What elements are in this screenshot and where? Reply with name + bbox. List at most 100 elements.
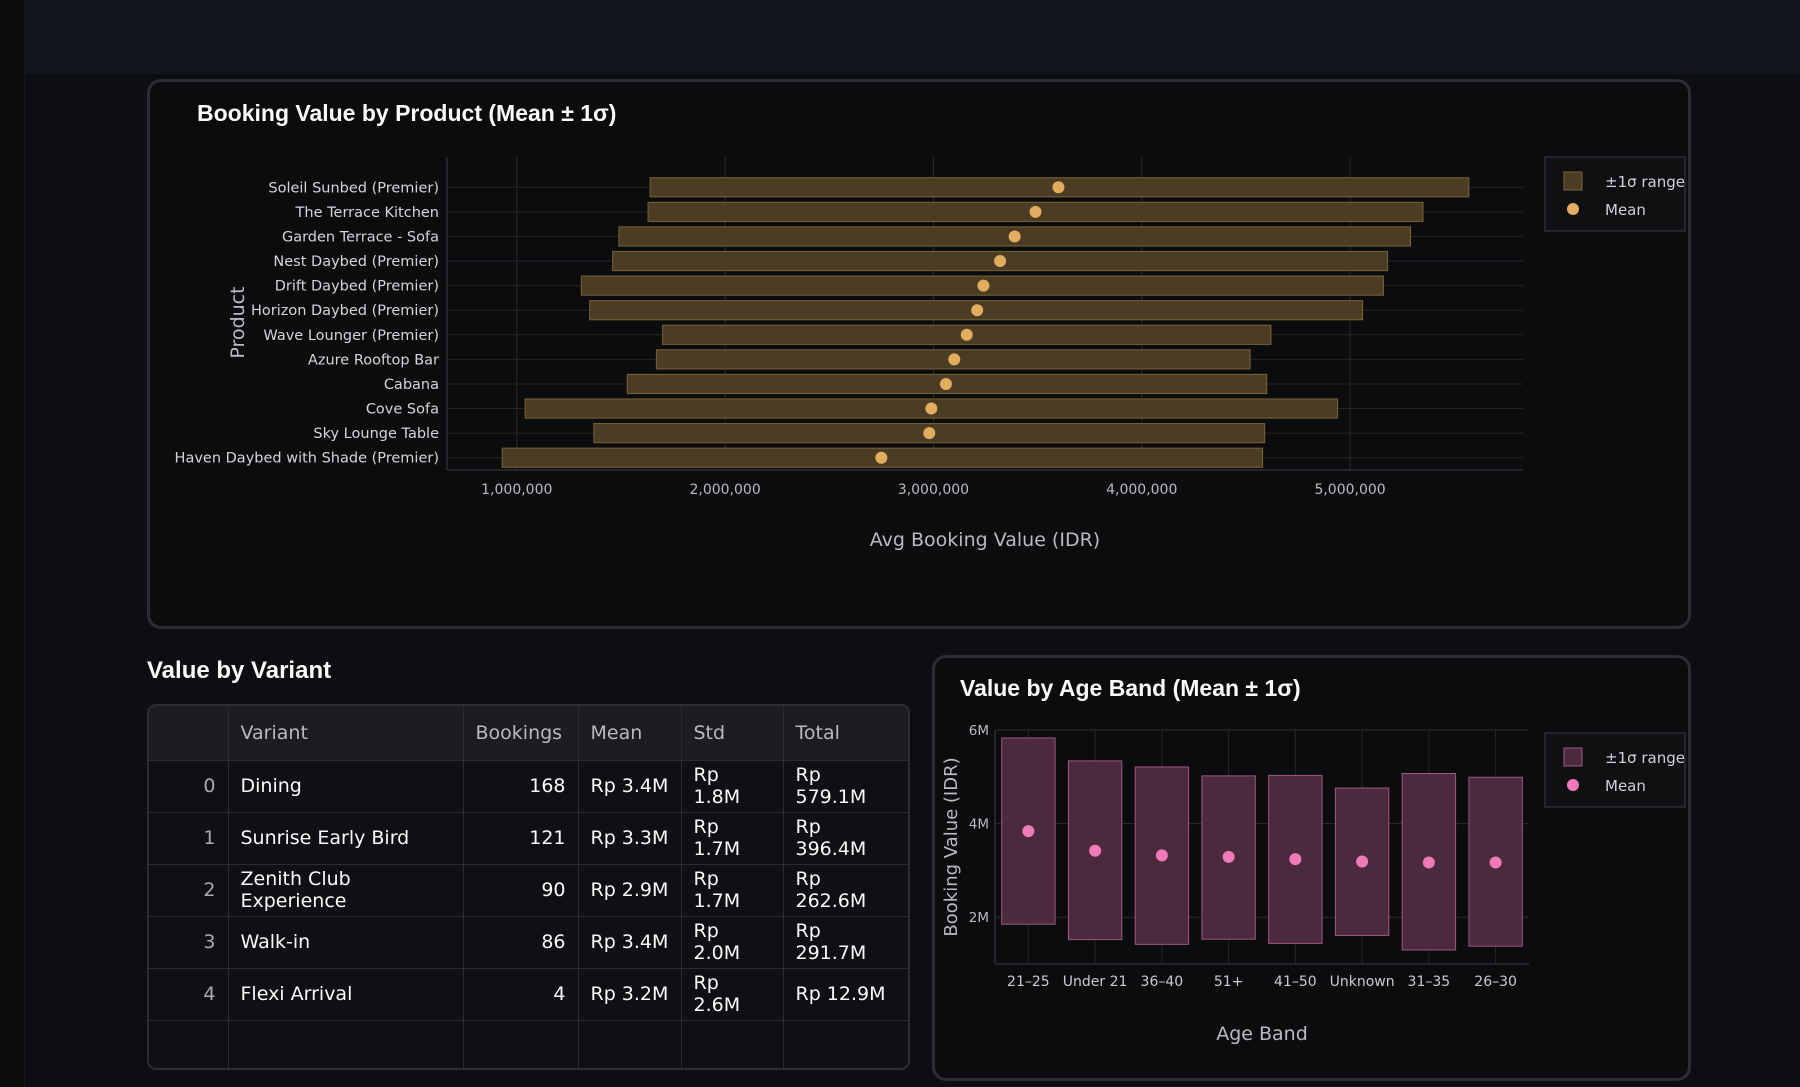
- mean-point: [948, 353, 961, 366]
- mean-point: [1089, 844, 1102, 857]
- legend-range-swatch: [1563, 171, 1583, 191]
- total-cell: Rp 579.1M: [783, 760, 908, 813]
- variant-table[interactable]: Variant Bookings Mean Std Total 0 Dining…: [147, 704, 910, 1070]
- column-header-mean[interactable]: Mean: [578, 706, 682, 761]
- variant-table-heading: Value by Variant: [147, 657, 332, 684]
- age-range-bars: [1001, 737, 1523, 951]
- bookings-cell: 90: [463, 864, 579, 917]
- legend-range-label: ±1σ range: [1605, 749, 1685, 767]
- bookings-cell: 168: [463, 760, 579, 813]
- x-axis-title: Age Band: [1216, 1023, 1308, 1045]
- legend-mean-swatch: [1567, 779, 1579, 791]
- x-tick-label: 31–35: [1408, 974, 1451, 990]
- product-chart-panel: Booking Value by Product (Mean ± 1σ) 1,0…: [147, 79, 1691, 629]
- bookings-cell: 86: [463, 916, 579, 969]
- y-tick-label: Cabana: [384, 377, 439, 393]
- mean-point: [875, 451, 888, 464]
- sidebar-strip: [0, 0, 25, 1087]
- y-axis-title: Product: [227, 286, 249, 358]
- mean-point: [977, 279, 990, 292]
- y-axis-title: Booking Value (IDR): [941, 757, 962, 936]
- std-cell: Rp 2.0M: [681, 916, 784, 969]
- age-axes: 2M 4M 6M 21–25 Under 21 36–40 51+ 41–50 Unknown 3…: [941, 723, 1529, 1045]
- x-tick-label: Under 21: [1063, 974, 1128, 990]
- total-cell: Rp 396.4M: [783, 812, 908, 865]
- row-index: 4: [149, 968, 229, 1021]
- legend-range-label: ±1σ range: [1605, 173, 1685, 191]
- row-index: 2: [149, 864, 229, 917]
- legend-mean-label: Mean: [1605, 201, 1646, 219]
- x-tick-label: Unknown: [1330, 974, 1395, 990]
- table-row[interactable]: 0 Dining 168 Rp 3.4M Rp 1.8M Rp 579.1M: [149, 760, 908, 813]
- x-tick-label: 51+: [1214, 974, 1244, 990]
- y-tick-label: 2M: [969, 910, 989, 926]
- y-tick-label: 6M: [969, 723, 989, 739]
- x-tick-label: 21–25: [1007, 974, 1050, 990]
- mean-point: [960, 328, 973, 341]
- product-chart-title: Booking Value by Product (Mean ± 1σ): [197, 100, 617, 126]
- y-tick-label: Nest Daybed (Premier): [273, 254, 439, 270]
- table-header-row: Variant Bookings Mean Std Total: [149, 706, 908, 761]
- std-cell: Rp 1.7M: [681, 812, 784, 865]
- column-header-bookings[interactable]: Bookings: [463, 706, 579, 761]
- mean-point: [923, 427, 936, 440]
- variant-cell: Sunrise Early Bird: [228, 812, 464, 865]
- total-cell: Rp 262.6M: [783, 864, 908, 917]
- x-tick-label: 5,000,000: [1314, 482, 1385, 498]
- std-cell: Rp 1.7M: [681, 864, 784, 917]
- mean-point: [939, 377, 952, 390]
- range-bar: [1401, 773, 1457, 951]
- variant-cell: Dining: [228, 760, 464, 813]
- table-row[interactable]: 3 Walk-in 86 Rp 3.4M Rp 2.0M Rp 291.7M: [149, 916, 908, 969]
- table-row[interactable]: 2 Zenith Club Experience 90 Rp 2.9M Rp 1…: [149, 864, 908, 917]
- y-tick-label: Wave Lounger (Premier): [263, 328, 439, 344]
- mean-cell: Rp 3.4M: [578, 916, 682, 969]
- column-header-total[interactable]: Total: [783, 706, 908, 761]
- y-tick-label: Drift Daybed (Premier): [275, 279, 439, 295]
- y-tick-label: 4M: [969, 817, 989, 833]
- mean-cell: Rp 2.9M: [578, 864, 682, 917]
- mean-point: [994, 255, 1007, 268]
- variant-cell: Flexi Arrival: [228, 968, 464, 1021]
- variant-cell: Zenith Club Experience: [228, 864, 464, 917]
- mean-point: [971, 304, 984, 317]
- row-index: 1: [149, 812, 229, 865]
- y-tick-label: Azure Rooftop Bar: [308, 352, 439, 368]
- mean-point: [1008, 230, 1021, 243]
- std-cell: Rp 1.8M: [681, 760, 784, 813]
- x-tick-label: 1,000,000: [481, 482, 552, 498]
- column-header-index[interactable]: [149, 706, 229, 761]
- product-axes: 1,000,000 2,000,000 3,000,000 4,000,000 5,00…: [175, 157, 1523, 551]
- mean-cell: Rp 3.2M: [578, 968, 682, 1021]
- y-tick-label: Sky Lounge Table: [313, 426, 439, 442]
- mean-cell: Rp 3.4M: [578, 760, 682, 813]
- column-header-std[interactable]: Std: [681, 706, 784, 761]
- mean-point: [1489, 856, 1502, 869]
- x-tick-label: 41–50: [1274, 974, 1317, 990]
- row-index: 0: [149, 760, 229, 813]
- y-tick-label: Cove Sofa: [366, 402, 439, 418]
- age-mean-points: [1022, 825, 1502, 869]
- product-mean-points: [875, 181, 1065, 464]
- mean-point: [1029, 205, 1042, 218]
- product-legend[interactable]: ±1σ range Mean: [1544, 156, 1686, 232]
- total-cell: Rp 291.7M: [783, 916, 908, 969]
- mean-point: [1155, 849, 1168, 862]
- mean-point: [1222, 850, 1235, 863]
- y-tick-label: Haven Daybed with Shade (Premier): [175, 451, 439, 467]
- table-row[interactable]: 1 Sunrise Early Bird 121 Rp 3.3M Rp 1.7M…: [149, 812, 908, 865]
- column-header-variant[interactable]: Variant: [228, 706, 464, 761]
- x-axis-title: Avg Booking Value (IDR): [870, 529, 1100, 551]
- x-tick-label: 2,000,000: [689, 482, 760, 498]
- legend-mean-label: Mean: [1605, 777, 1646, 795]
- table-row[interactable]: 4 Flexi Arrival 4 Rp 3.2M Rp 2.6M Rp 12.…: [149, 968, 908, 1021]
- mean-point: [1422, 856, 1435, 869]
- table-row-empty: [149, 1020, 908, 1068]
- mean-point: [1356, 855, 1369, 868]
- y-tick-label: Garden Terrace - Sofa: [282, 229, 439, 245]
- age-legend[interactable]: ±1σ range Mean: [1544, 732, 1686, 808]
- legend-mean-swatch: [1567, 203, 1579, 215]
- row-index: 3: [149, 916, 229, 969]
- mean-point: [1022, 825, 1035, 838]
- total-cell: Rp 12.9M: [783, 968, 908, 1021]
